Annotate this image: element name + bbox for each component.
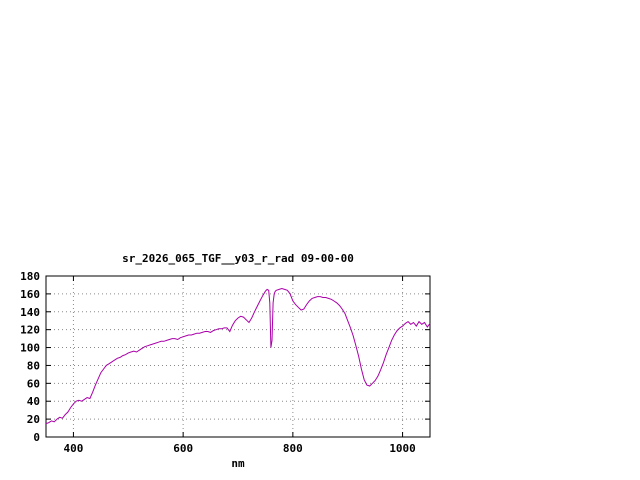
x-tick-label: 800 <box>283 442 303 455</box>
x-tick-label: 600 <box>173 442 193 455</box>
y-tick-label: 180 <box>20 270 40 283</box>
chart-title: sr_2026_065_TGF__y03_r_rad 09-00-00 <box>122 252 354 265</box>
x-axis-label: nm <box>231 457 245 470</box>
y-tick-label: 80 <box>27 359 40 372</box>
y-tick-label: 100 <box>20 342 40 355</box>
y-tick-label: 160 <box>20 288 40 301</box>
y-tick-label: 140 <box>20 306 40 319</box>
x-tick-label: 400 <box>63 442 83 455</box>
y-tick-label: 40 <box>27 395 40 408</box>
y-tick-label: 20 <box>27 413 40 426</box>
plot-border <box>45 275 431 438</box>
x-tick-label: 1000 <box>389 442 416 455</box>
y-tick-label: 60 <box>27 377 40 390</box>
data-curve <box>45 287 431 425</box>
y-tick-label: 120 <box>20 324 40 337</box>
y-tick-label: 0 <box>33 431 40 444</box>
